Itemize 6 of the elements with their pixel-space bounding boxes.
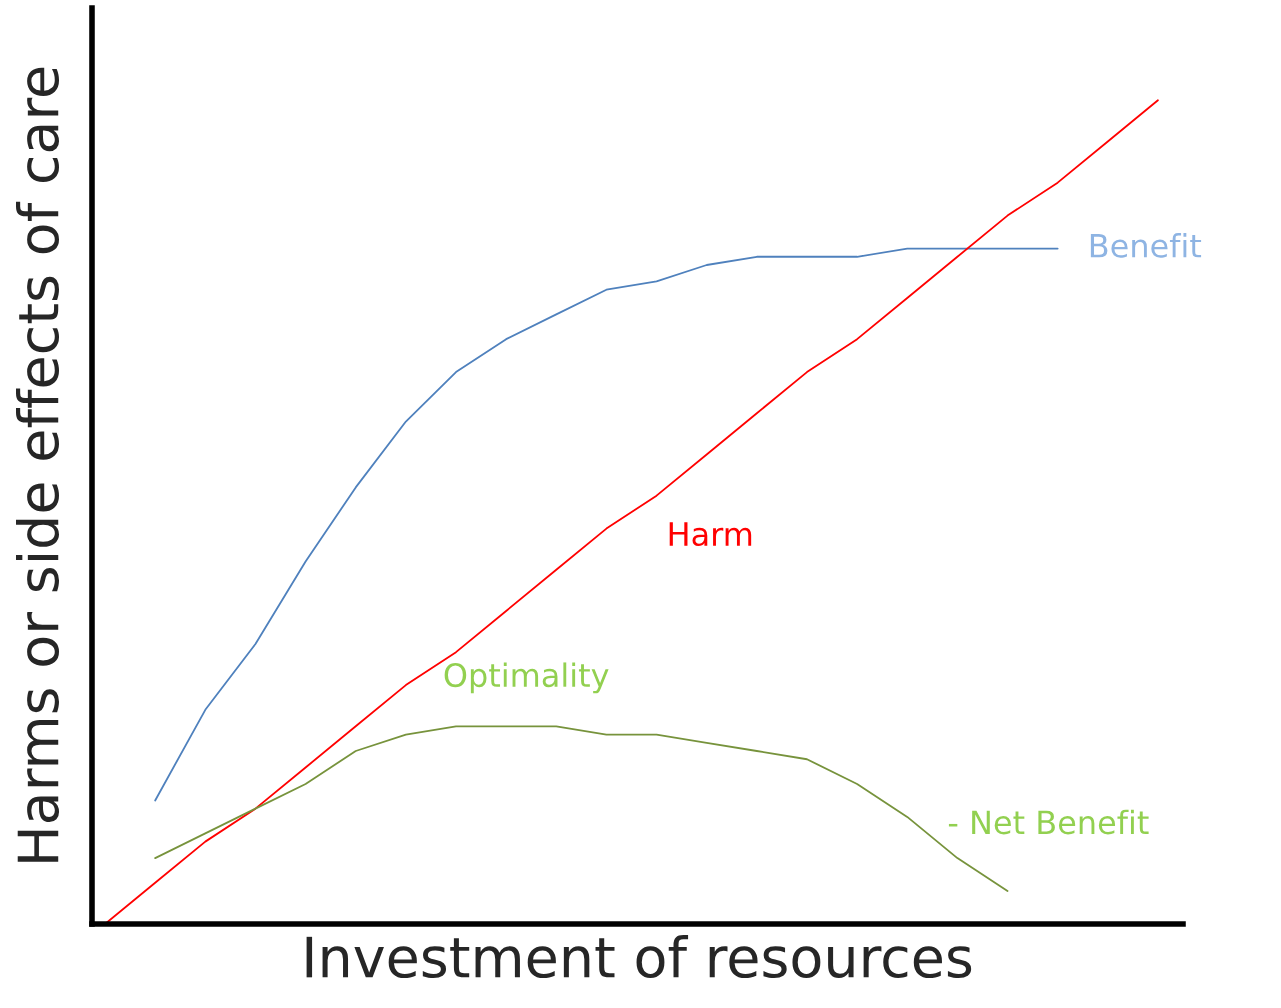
x-axis-title: Investment of resources xyxy=(306,935,972,979)
series-label: Benefit xyxy=(1090,233,1202,258)
series-label: - Net Benefit xyxy=(948,809,1149,835)
series-label: Harm xyxy=(669,522,752,547)
y-axis-title: Harms or side effects of care xyxy=(16,67,60,862)
annotation: Optimality xyxy=(444,662,609,694)
